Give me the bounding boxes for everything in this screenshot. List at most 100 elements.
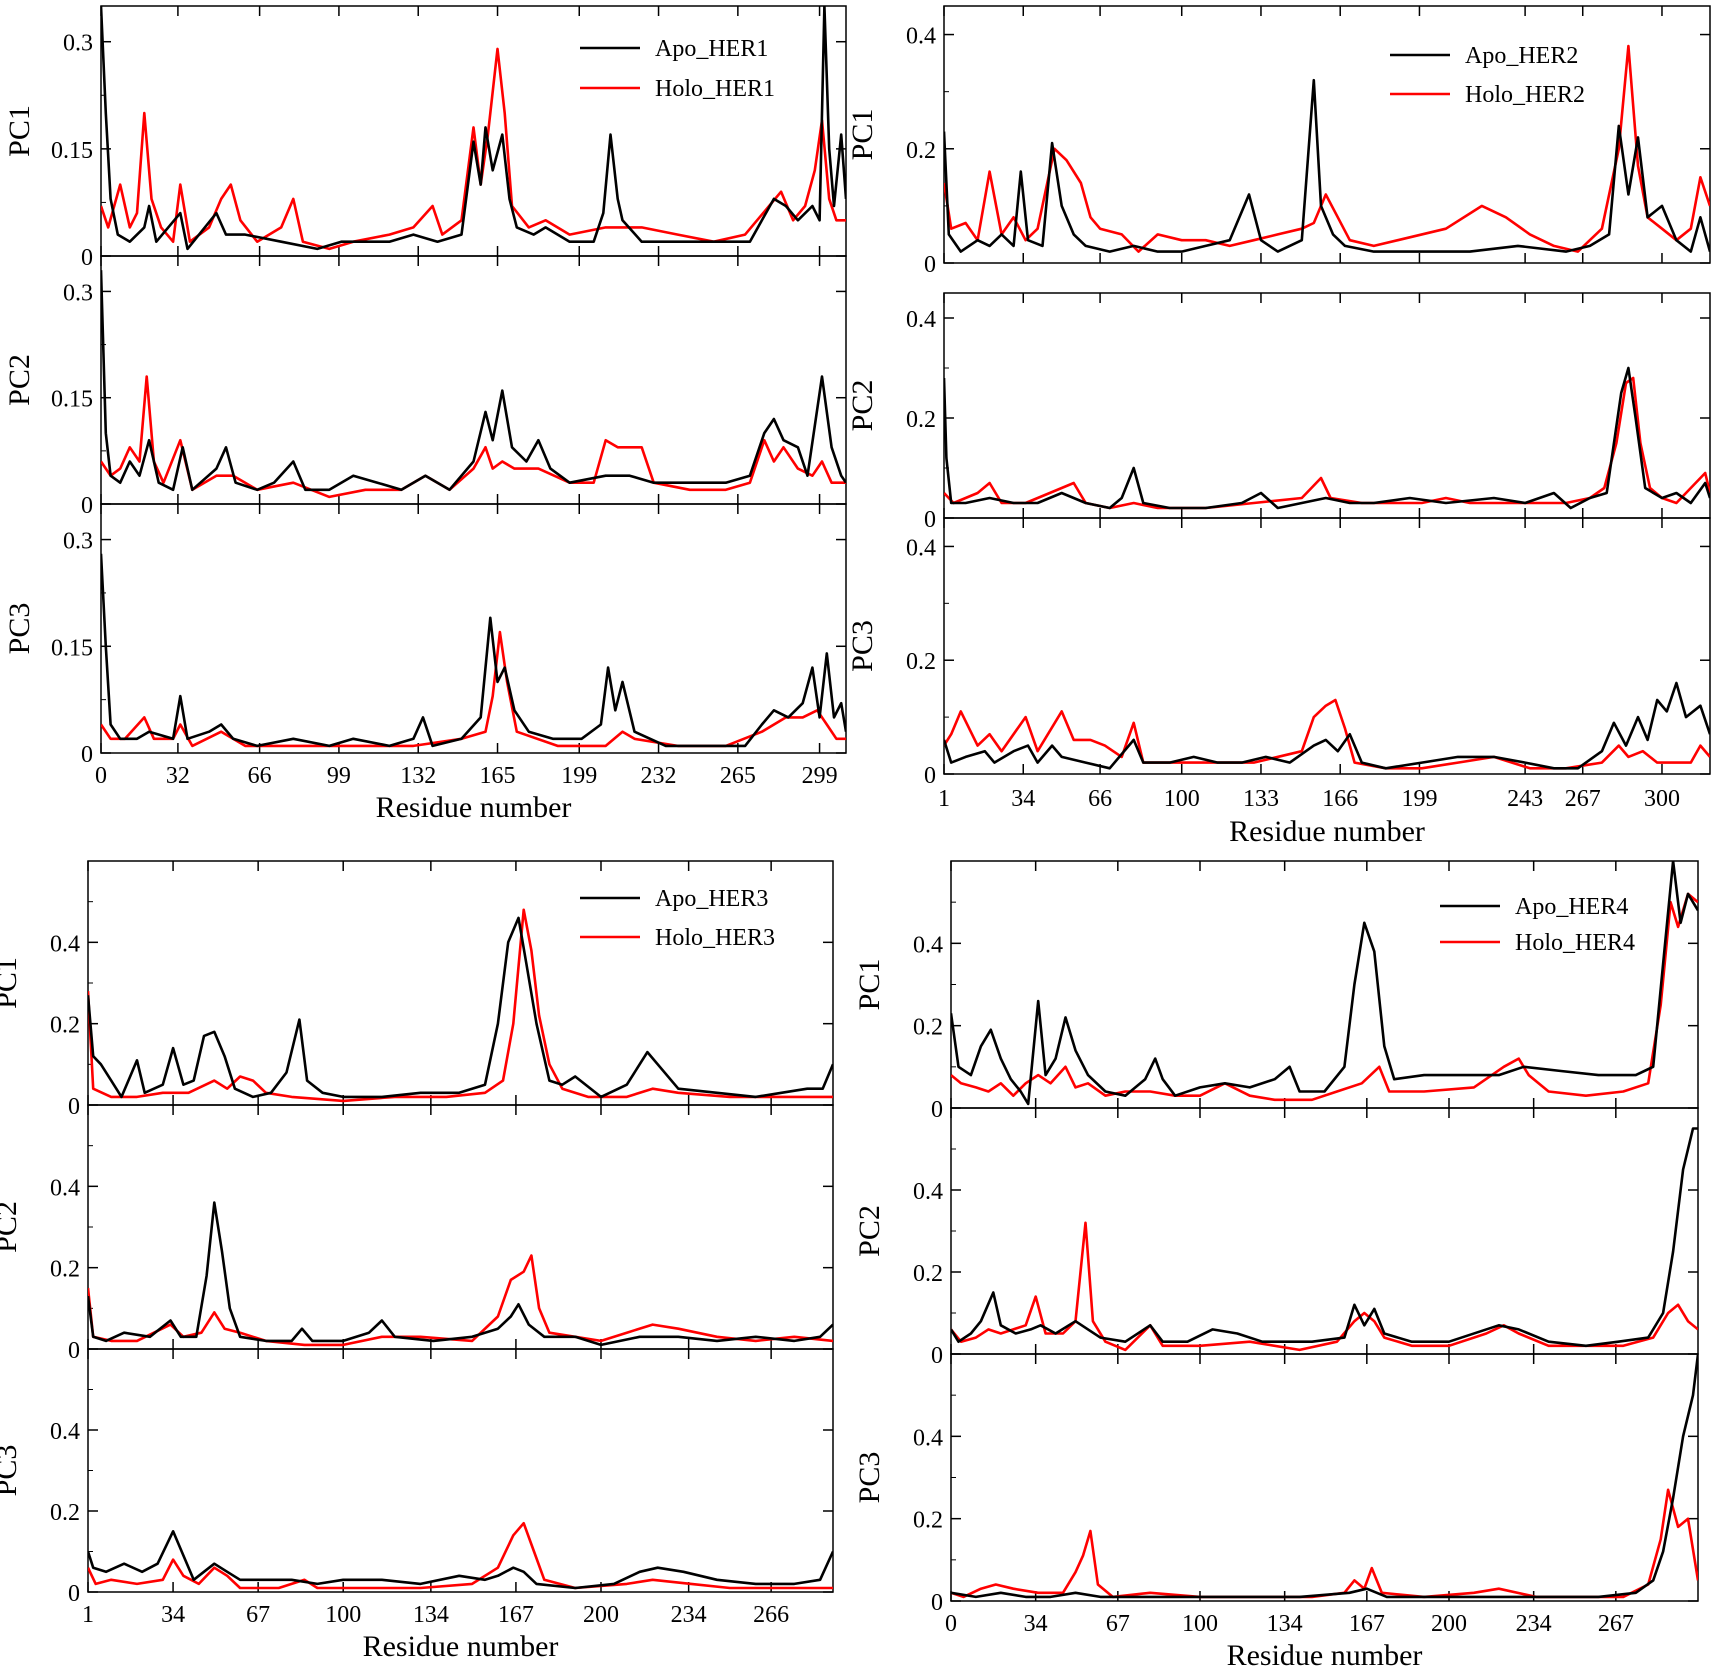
- x-axis-label: Residue number: [1229, 815, 1425, 848]
- legend-label: Holo_HER2: [1465, 82, 1585, 108]
- y-tick-label: 0: [68, 1581, 80, 1607]
- y-tick-label: 0.2: [913, 1015, 943, 1041]
- y-axis-label: PC1: [3, 105, 36, 157]
- series-apo-her4-pc3: [951, 1354, 1698, 1599]
- y-tick-label: 0: [68, 1338, 80, 1364]
- series-apo-her1-pc2: [101, 270, 846, 492]
- x-tick-label: 234: [1516, 1611, 1552, 1637]
- x-tick-label: 1: [938, 786, 950, 812]
- y-tick-label: 0.4: [50, 1419, 80, 1445]
- y-tick-label: 0: [924, 507, 936, 533]
- x-tick-label: 0: [945, 1611, 957, 1637]
- x-tick-label: 34: [161, 1602, 185, 1628]
- x-axis-label: Residue number: [363, 1630, 559, 1663]
- y-tick-label: 0.4: [906, 535, 936, 561]
- x-tick-label: 267: [1598, 1611, 1634, 1637]
- x-tick-label: 300: [1644, 786, 1680, 812]
- y-tick-label: 0.2: [906, 649, 936, 675]
- y-axis-label: PC3: [3, 603, 36, 655]
- subplot-pc2: 0 0.2 0.4 PC2: [846, 292, 1711, 533]
- series-holo-her3-pc3: [88, 1521, 833, 1590]
- y-tick-label: 0.3: [63, 529, 93, 555]
- y-axis-label: PC1: [0, 957, 23, 1009]
- x-tick-label: 67: [1106, 1611, 1130, 1637]
- x-tick-label: 99: [327, 763, 351, 789]
- x-tick-label: 199: [561, 763, 597, 789]
- y-axis-label: PC3: [853, 1452, 886, 1504]
- y-axis-label: PC2: [3, 354, 36, 406]
- plot-frame: [87, 1348, 834, 1593]
- y-tick-label: 0: [81, 742, 93, 768]
- y-axis-label: PC1: [853, 959, 886, 1011]
- series-apo-her4-pc2: [951, 1127, 1698, 1348]
- y-axis-label: PC2: [846, 380, 879, 432]
- series-apo-her1-pc1: [101, 6, 846, 251]
- y-tick-label: 0.4: [906, 307, 936, 333]
- x-tick-label: 0: [95, 763, 107, 789]
- panel-her1: 0 0.15 0.3 PC1 0 0.15 0.3 PC2 0 0.15 0.3 PC3 0 32 66 99…: [3, 5, 847, 824]
- legend-label: Apo_HER3: [655, 886, 768, 912]
- subplot-pc3: 0 0.2 0.4 PC3: [0, 1348, 834, 1607]
- series-apo-her2-pc3: [944, 681, 1710, 770]
- x-axis-label: Residue number: [376, 791, 572, 824]
- x-tick-label: 199: [1401, 786, 1437, 812]
- subplot-pc3: 0 0.2 0.4 PC3: [853, 1353, 1699, 1616]
- plot-frame: [943, 5, 1711, 264]
- series-holo-her4-pc3: [951, 1488, 1698, 1599]
- y-tick-label: 0.3: [63, 31, 93, 57]
- y-tick-label: 0: [81, 245, 93, 271]
- x-tick-label: 299: [802, 763, 838, 789]
- series-apo-her3-pc1: [88, 916, 833, 1099]
- x-tick-label: 134: [1267, 1611, 1303, 1637]
- plot-frame: [950, 1107, 1699, 1355]
- y-tick-label: 0: [924, 763, 936, 789]
- x-tick-label: 132: [400, 763, 436, 789]
- y-axis-label: PC3: [0, 1445, 23, 1497]
- y-tick-label: 0.2: [50, 1013, 80, 1039]
- subplot-pc3: 0 0.15 0.3 PC3: [3, 503, 847, 768]
- legend-label: Apo_HER2: [1465, 43, 1578, 69]
- x-tick-label: 67: [246, 1602, 270, 1628]
- subplot-pc2: 0 0.2 0.4 PC2: [853, 1107, 1699, 1369]
- x-tick-label: 100: [1164, 786, 1200, 812]
- x-tick-label: 100: [325, 1602, 361, 1628]
- x-tick-label: 34: [1011, 786, 1035, 812]
- legend-label: Holo_HER4: [1515, 930, 1635, 956]
- x-tick-label: 66: [1088, 786, 1112, 812]
- y-tick-label: 0: [931, 1343, 943, 1369]
- series-holo-her4-pc2: [951, 1221, 1698, 1352]
- y-tick-label: 0: [924, 252, 936, 278]
- x-tick-label: 133: [1243, 786, 1279, 812]
- legend-label: Holo_HER3: [655, 925, 775, 951]
- series-apo-her2-pc2: [944, 366, 1710, 510]
- panel-her2: 0 0.2 0.4 PC1 0 0.2 0.4 PC2 0 0.2 0.4 PC3 1 34 66 100 13…: [846, 5, 1711, 848]
- x-tick-label: 66: [248, 763, 272, 789]
- y-tick-label: 0.15: [51, 138, 93, 164]
- plot-frame: [943, 517, 1711, 775]
- series-apo-her3-pc3: [88, 1530, 833, 1590]
- y-tick-label: 0.2: [913, 1508, 943, 1534]
- series-apo-her1-pc3: [101, 553, 846, 748]
- series-holo-her3-pc1: [88, 908, 833, 1103]
- x-tick-label: 166: [1322, 786, 1358, 812]
- x-tick-label: 265: [720, 763, 756, 789]
- y-axis-label: PC3: [846, 620, 879, 672]
- y-tick-label: 0.4: [913, 1425, 943, 1451]
- x-tick-label: 32: [166, 763, 190, 789]
- plot-frame: [100, 503, 847, 754]
- y-axis-label: PC2: [853, 1205, 886, 1257]
- y-tick-label: 0.2: [913, 1261, 943, 1287]
- x-tick-label: 232: [641, 763, 677, 789]
- x-tick-label: 34: [1024, 1611, 1048, 1637]
- y-tick-label: 0.2: [50, 1500, 80, 1526]
- plot-frame: [950, 1353, 1699, 1602]
- panel-her4: 0 0.2 0.4 PC1 0 0.2 0.4 PC2 0 0.2 0.4 PC3 0 34 67 100 13…: [853, 860, 1699, 1672]
- x-tick-label: 134: [413, 1602, 449, 1628]
- series-holo-her2-pc3: [944, 698, 1710, 770]
- subplot-pc1: 0 0.2 0.4 PC1: [846, 5, 1711, 278]
- x-tick-label: 243: [1507, 786, 1543, 812]
- x-tick-label: 165: [480, 763, 516, 789]
- y-tick-label: 0.4: [913, 932, 943, 958]
- y-tick-label: 0.3: [63, 280, 93, 306]
- y-axis-label: PC2: [0, 1201, 23, 1253]
